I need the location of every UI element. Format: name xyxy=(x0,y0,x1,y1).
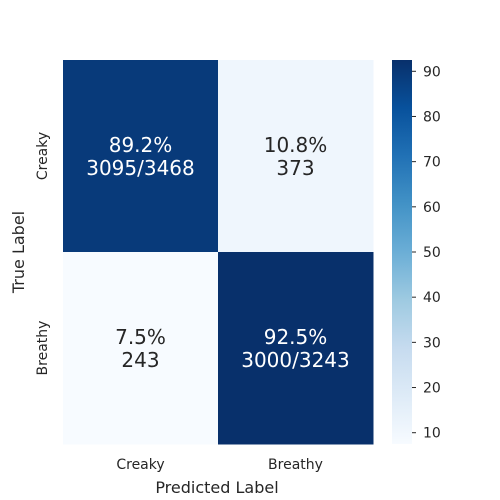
heatmap-cell xyxy=(218,60,374,253)
colorbar-tick-label: 80 xyxy=(423,109,441,125)
y-tick-label: Breathy xyxy=(35,321,51,376)
x-axis-title: Predicted Label xyxy=(155,478,278,497)
cell-count-label: 3095/3468 xyxy=(86,156,195,180)
cell-percent-label: 7.5% xyxy=(115,325,166,349)
x-tick-label: Creaky xyxy=(116,457,164,473)
cell-percent-label: 92.5% xyxy=(264,325,328,349)
colorbar-tick-label: 30 xyxy=(423,335,441,351)
cell-percent-label: 89.2% xyxy=(109,133,173,157)
x-tick-label: Breathy xyxy=(268,457,323,473)
cell-count-label: 373 xyxy=(276,156,314,180)
colorbar xyxy=(392,60,412,444)
colorbar-tick-label: 20 xyxy=(423,381,441,397)
colorbar-tick-label: 90 xyxy=(423,64,441,80)
colorbar-tick-label: 50 xyxy=(423,245,441,261)
colorbar-tick-label: 40 xyxy=(423,290,441,306)
y-tick-label: Creaky xyxy=(35,132,51,180)
colorbar-tick-label: 60 xyxy=(423,200,441,216)
cell-count-label: 243 xyxy=(121,348,159,372)
cell-percent-label: 10.8% xyxy=(264,133,328,157)
heatmap-cell xyxy=(218,252,374,445)
cell-count-label: 3000/3243 xyxy=(241,348,350,372)
y-axis-title: True Label xyxy=(9,211,28,294)
colorbar-tick-label: 10 xyxy=(423,426,441,442)
heatmap-cell xyxy=(63,252,219,445)
heatmap-cell xyxy=(63,60,219,253)
colorbar-tick-label: 70 xyxy=(423,155,441,171)
